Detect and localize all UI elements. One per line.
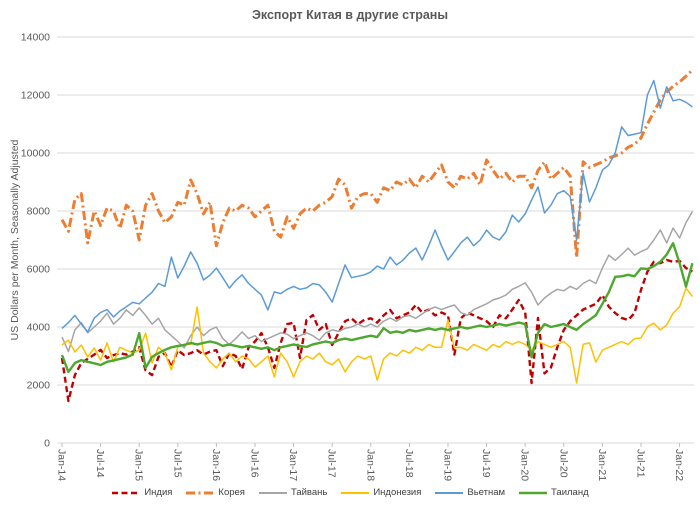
legend-item-Индия: Индия (111, 487, 172, 498)
x-tick-label: Jan-20 (519, 449, 531, 481)
series-line-Вьетнам (61, 79, 693, 333)
y-tick-label: 8000 (27, 206, 51, 218)
legend-marker-Вьетнам (435, 491, 464, 494)
x-tick-label: Jan-14 (56, 449, 68, 481)
series-line-Тайвань (61, 211, 694, 353)
legend-label: Тайвань (290, 487, 328, 498)
legend-item-Корея: Корея (185, 487, 245, 498)
x-tick-label: Jan-17 (287, 449, 299, 481)
y-tick-label: 6000 (27, 264, 51, 276)
series-line-Индонезия (61, 287, 693, 384)
legend-marker-Тайвань (258, 491, 287, 494)
x-tick-label: Jan-15 (133, 449, 145, 481)
series-line-Корея (60, 69, 694, 259)
legend-item-Тайвань: Тайвань (258, 487, 327, 498)
legend-item-Индонезия: Индонезия (340, 487, 421, 498)
legend-label: Вьетнам (467, 487, 506, 498)
legend-label: Корея (218, 487, 245, 498)
y-tick-label: 12000 (21, 90, 50, 102)
legend-marker-Индия (112, 491, 141, 494)
series-line-Индия (60, 258, 693, 403)
x-tick-label: Jul-20 (557, 449, 569, 478)
legend-item-Таиланд: Таиланд (518, 487, 589, 498)
chart-title: Экспорт Китая в другие страны (251, 8, 449, 22)
x-tick-label: Jan-16 (210, 449, 222, 481)
legend: Индия Корея Тайвань Индонезия Вьетнам Таиланд (0, 487, 700, 498)
y-tick-label: 0 (44, 438, 50, 450)
x-tick-label: Jul-21 (634, 449, 646, 478)
x-tick-label: Jul-17 (326, 449, 338, 478)
series-line-Таиланд (60, 241, 694, 374)
x-tick-label: Jul-16 (248, 449, 260, 478)
x-tick-label: Jan-18 (364, 449, 376, 481)
x-tick-label: Jan-21 (596, 449, 608, 481)
legend-marker-Корея (186, 491, 215, 494)
x-tick-label: Jul-15 (171, 449, 183, 478)
y-tick-label: 14000 (21, 32, 50, 44)
y-tick-label: 10000 (21, 148, 50, 160)
x-tick-label: Jul-18 (403, 449, 415, 478)
legend-label: Индия (144, 487, 173, 498)
legend-label: Таиланд (551, 487, 589, 498)
y-tick-label: 4000 (27, 322, 51, 334)
legend-marker-Индонезия (341, 491, 370, 494)
x-tick-label: Jan-22 (673, 449, 685, 481)
legend-label: Индонезия (373, 487, 422, 498)
x-tick-label: Jan-19 (441, 449, 453, 481)
y-tick-label: 2000 (27, 380, 51, 392)
legend-marker-Таиланд (519, 491, 548, 494)
legend-item-Вьетнам: Вьетнам (434, 487, 505, 498)
x-tick-label: Jul-14 (94, 449, 106, 478)
x-tick-label: Jul-19 (480, 449, 492, 478)
